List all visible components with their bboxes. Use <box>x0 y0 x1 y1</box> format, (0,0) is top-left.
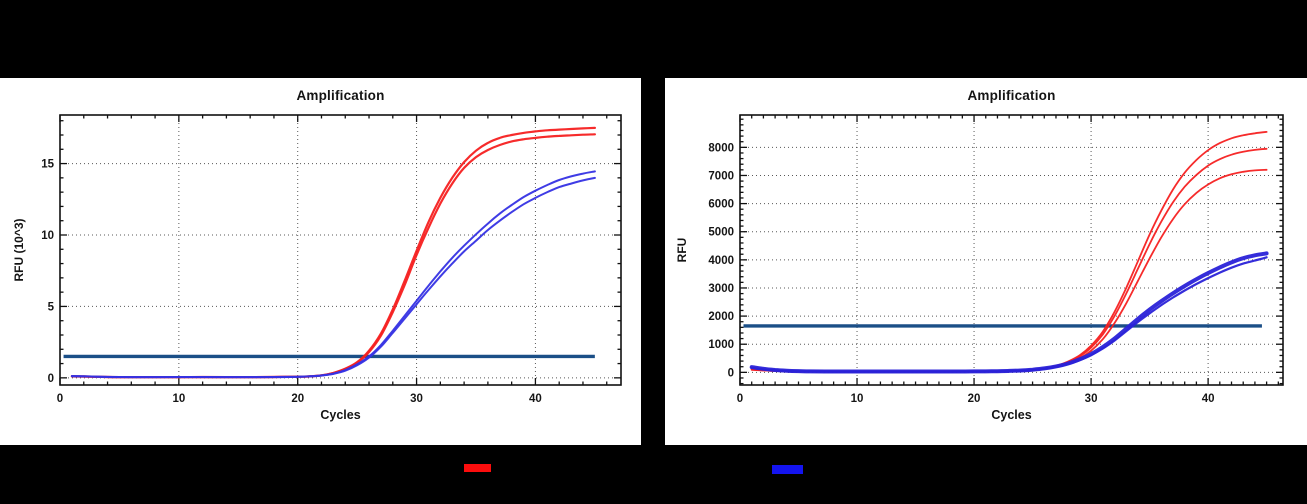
bottom-black-band <box>0 445 1307 504</box>
svg-text:6000: 6000 <box>708 199 734 211</box>
svg-text:5: 5 <box>48 301 55 313</box>
chart-title: Amplification <box>967 88 1056 103</box>
svg-text:15: 15 <box>41 159 54 171</box>
svg-text:40: 40 <box>1202 393 1215 405</box>
svg-text:10: 10 <box>851 393 864 405</box>
x-axis-label: Cycles <box>320 408 361 422</box>
legend-red-swatch <box>464 464 491 472</box>
x-axis-label: Cycles <box>991 408 1032 422</box>
svg-text:30: 30 <box>1085 393 1098 405</box>
top-black-band <box>0 0 1307 78</box>
svg-text:10: 10 <box>172 393 185 405</box>
svg-text:7000: 7000 <box>708 170 734 182</box>
svg-text:5000: 5000 <box>708 227 734 239</box>
svg-text:1000: 1000 <box>708 339 734 351</box>
svg-text:4000: 4000 <box>708 255 734 267</box>
amplification-chart-right: Amplification RFU 0 10 20 30 40 0 1000 2000 3000… <box>665 78 1307 445</box>
svg-text:3000: 3000 <box>708 283 734 295</box>
svg-text:0: 0 <box>728 367 734 379</box>
svg-text:40: 40 <box>529 393 542 405</box>
legend-blue-swatch <box>772 465 803 474</box>
svg-text:30: 30 <box>410 393 423 405</box>
svg-text:8000: 8000 <box>708 142 734 154</box>
svg-text:20: 20 <box>291 393 304 405</box>
svg-text:20: 20 <box>968 393 981 405</box>
svg-text:10: 10 <box>41 230 54 242</box>
chart-title: Amplification <box>296 88 385 103</box>
plot-area: 0 10 20 30 40 0 5 10 15 <box>41 114 622 405</box>
svg-text:0: 0 <box>48 373 54 385</box>
svg-text:0: 0 <box>737 393 743 405</box>
plot-area: 0 10 20 30 40 0 1000 2000 3000 4000 5000 6000 7000 80… <box>708 114 1284 405</box>
amplification-chart-left: Amplification RFU (10^3) 0 10 20 30 40 0 5 10 15… <box>0 78 641 445</box>
svg-text:2000: 2000 <box>708 311 734 323</box>
svg-text:0: 0 <box>57 393 63 405</box>
